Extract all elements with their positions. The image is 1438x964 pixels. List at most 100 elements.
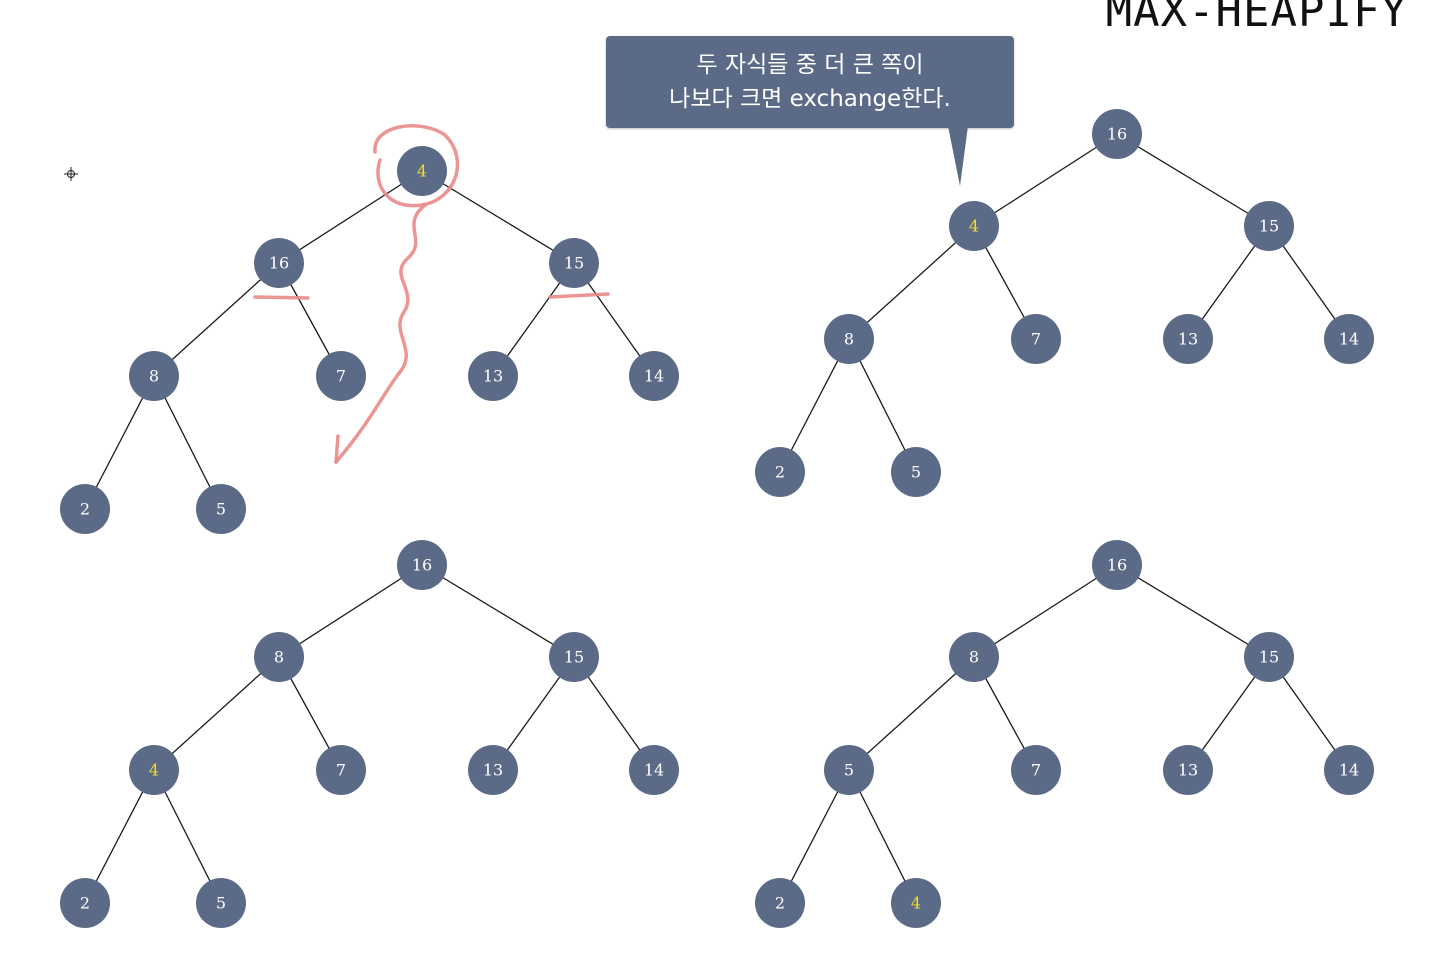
tree-edge [1116, 133, 1270, 227]
tree-node: 2 [755, 878, 805, 928]
node-circle [316, 351, 366, 401]
tree-step-1-edges [84, 170, 655, 510]
tree-node: 14 [1324, 745, 1374, 795]
node-circle [60, 878, 110, 928]
node-circle [468, 351, 518, 401]
tree-node: 5 [196, 878, 246, 928]
tree-node-highlighted: 4 [397, 146, 447, 196]
node-circle [60, 484, 110, 534]
tree-node: 14 [1324, 314, 1374, 364]
tree-node: 16 [254, 238, 304, 288]
node-circle [254, 238, 304, 288]
node-circle [549, 238, 599, 288]
speech-bubble-tail [948, 126, 968, 186]
node-label: 4 [149, 761, 159, 780]
tree-node: 15 [549, 632, 599, 682]
node-circle [1011, 745, 1061, 795]
node-circle [1011, 314, 1061, 364]
node-circle [1324, 745, 1374, 795]
node-label: 15 [564, 254, 584, 273]
node-circle [1163, 745, 1213, 795]
node-circle [755, 447, 805, 497]
node-label: 2 [775, 463, 785, 482]
node-circle [891, 878, 941, 928]
tree-node: 7 [316, 745, 366, 795]
node-circle [196, 484, 246, 534]
node-label: 14 [1339, 761, 1359, 780]
node-circle [1163, 314, 1213, 364]
node-label: 2 [80, 894, 90, 913]
tree-edge [421, 170, 575, 264]
tree-edge [1116, 564, 1270, 658]
node-circle [129, 745, 179, 795]
tree-step-3-edges [84, 564, 655, 904]
node-label: 4 [969, 217, 979, 236]
tree-node: 16 [397, 540, 447, 590]
node-circle [629, 351, 679, 401]
tree-node: 13 [468, 745, 518, 795]
tree-edge [848, 656, 975, 771]
tree-node: 14 [629, 351, 679, 401]
tree-edge [278, 564, 423, 658]
node-circle [254, 632, 304, 682]
node-label: 16 [412, 556, 432, 575]
node-circle [949, 201, 999, 251]
tree-edge [421, 564, 575, 658]
tree-step-4-edges [779, 564, 1350, 904]
callout-line-2: 나보다 크면 exchange한다. [669, 86, 951, 112]
node-circle [1324, 314, 1374, 364]
tree-node: 7 [316, 351, 366, 401]
node-circle [1092, 540, 1142, 590]
tree-node-highlighted: 4 [891, 878, 941, 928]
tree-node: 8 [254, 632, 304, 682]
node-label: 13 [483, 761, 503, 780]
node-circle [1092, 109, 1142, 159]
tree-node: 7 [1011, 314, 1061, 364]
tree-node: 8 [129, 351, 179, 401]
node-label: 5 [216, 894, 226, 913]
tree-edge [153, 262, 280, 377]
tree-step-1: 4 16 15 8 7 13 14 2 5 [60, 146, 679, 534]
tree-step-3: 16 8 15 4 7 13 14 2 5 [60, 540, 679, 928]
node-label: 8 [969, 648, 979, 667]
tree-step-2: 16 4 15 8 7 13 14 2 5 [755, 109, 1374, 497]
node-label: 16 [1107, 125, 1127, 144]
node-label: 13 [483, 367, 503, 386]
tree-step-2-edges [779, 133, 1350, 473]
speech-bubble: 두 자식들 중 더 큰 쪽이 나보다 크면 exchange한다. [606, 36, 1014, 128]
tree-node: 13 [468, 351, 518, 401]
tree-node: 16 [1092, 540, 1142, 590]
tree-edge [973, 133, 1118, 227]
tree-node: 5 [824, 745, 874, 795]
node-label: 14 [644, 761, 664, 780]
tree-node: 5 [891, 447, 941, 497]
tree-node: 13 [1163, 314, 1213, 364]
node-circle [949, 632, 999, 682]
node-label: 16 [269, 254, 289, 273]
tree-node: 2 [60, 878, 110, 928]
callout-line-1: 두 자식들 중 더 큰 쪽이 [696, 52, 924, 78]
tree-node: 15 [549, 238, 599, 288]
tree-node: 16 [1092, 109, 1142, 159]
node-label: 14 [1339, 330, 1359, 349]
node-circle [824, 745, 874, 795]
node-label: 16 [1107, 556, 1127, 575]
node-circle [629, 745, 679, 795]
node-circle [397, 146, 447, 196]
node-circle [196, 878, 246, 928]
tree-edge [848, 225, 975, 340]
node-circle [468, 745, 518, 795]
tree-node: 2 [60, 484, 110, 534]
node-label: 13 [1178, 330, 1198, 349]
node-label: 14 [644, 367, 664, 386]
page-title: MAX-HEAPIFY [1105, 0, 1408, 37]
tree-node: 15 [1244, 632, 1294, 682]
node-label: 7 [1031, 330, 1041, 349]
tree-node: 13 [1163, 745, 1213, 795]
node-circle [1244, 201, 1294, 251]
node-label: 8 [149, 367, 159, 386]
node-label: 5 [911, 463, 921, 482]
node-label: 8 [274, 648, 284, 667]
node-circle [1244, 632, 1294, 682]
tree-node-highlighted: 4 [949, 201, 999, 251]
